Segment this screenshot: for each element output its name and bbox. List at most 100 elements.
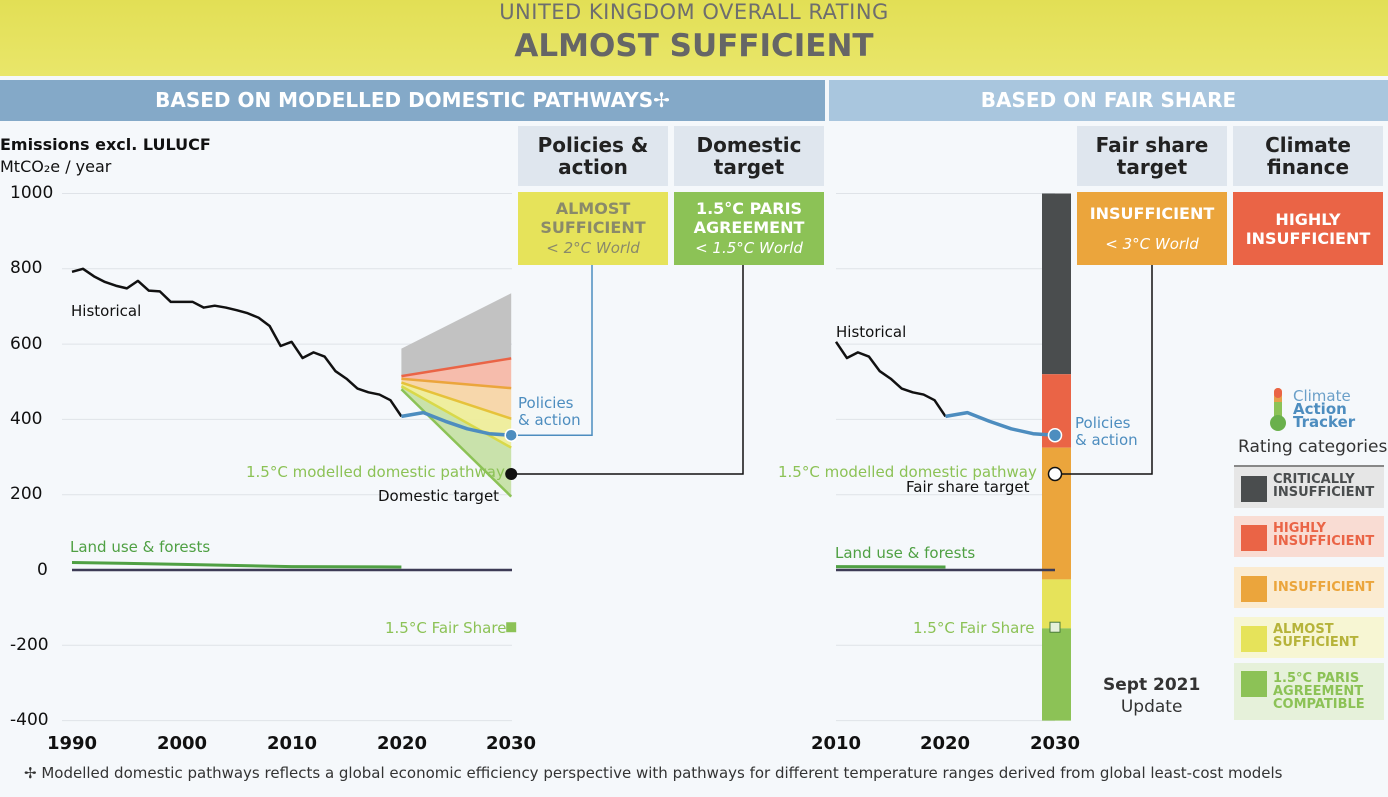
legend-line: 1.5°C PARIS [1273,671,1360,686]
label-historical-right: Historical [836,323,907,341]
y-tick-label: 800 [10,258,43,278]
overall-rating-banner: UNITED KINGDOM OVERALL RATING ALMOST SUF… [0,0,1388,76]
fair-share-point [1049,621,1061,633]
label-domestic-target: Domestic target [378,487,500,505]
legend-item-insufficient: INSUFFICIENT [1234,567,1384,608]
range-boundary [401,381,512,420]
column-header-line: Policies & [537,133,649,157]
rating-text: INSUFFICIENT [1089,203,1215,223]
legend-swatch [1241,576,1267,602]
range-boundary [400,385,512,449]
legend-label: HIGHLY INSUFFICIENT [1273,522,1374,548]
x-tick-label: 2020 [919,733,971,754]
label-line: Policies [518,394,574,412]
legend-item-critically: CRITICALLY INSUFFICIENT [1234,465,1384,508]
policies-line [401,410,512,437]
rating-box-fairshare: INSUFFICIENT < 3°C World [1077,192,1227,265]
section-fair-share: BASED ON FAIR SHARE [829,80,1388,121]
y-tick-label: 200 [10,484,43,504]
legend-line: ALMOST [1273,622,1334,637]
label-policies-left: Policies & action [518,395,581,429]
y-tick-label: 600 [10,334,43,354]
rating-world: < 3°C World [1105,234,1199,253]
rating-world: < 2°C World [546,239,640,257]
legend-line: INSUFFICIENT [1273,485,1375,500]
column-header-line: finance [1266,155,1350,179]
label-fair-share-target: Fair share target [906,478,1030,496]
footnote: ✢ Modelled domestic pathways reflects a … [24,764,1283,782]
logo-text: Action [1293,400,1347,418]
rating-text: SUFFICIENT [540,218,646,237]
fair-share-point [506,622,517,633]
rating-box-finance: HIGHLY INSUFFICIENT [1233,192,1383,265]
column-header-line: Domestic [696,133,802,157]
policies-point [504,428,518,442]
column-header-domestic: Domestic target [674,126,824,186]
x-tick-label: 2020 [376,733,428,754]
update-date: Sept 2021 Update [1103,674,1200,718]
column-header-finance: Climate finance [1233,126,1383,186]
legend-swatch [1241,671,1267,697]
rating-box-policies: ALMOST SUFFICIENT < 2°C World [518,192,668,265]
x-tick-label: 2010 [810,733,862,754]
y-tick-label: 400 [10,409,43,429]
connector-domestic [511,265,744,475]
section-domestic-pathways: BASED ON MODELLED DOMESTIC PATHWAYS✢ [0,80,825,121]
legend-line: INSUFFICIENT [1273,534,1375,549]
column-header-policies: Policies & action [518,126,668,186]
domestic-target-point [505,467,518,480]
fair-share-target-point [1047,466,1063,482]
rating-world: < 1.5°C World [695,239,803,257]
y-tick-label: 0 [37,560,48,580]
column-header-line: Fair share [1095,133,1209,157]
land-use-line [71,560,402,569]
thermometer-icon [1270,388,1286,431]
label-fair-share-left: 1.5°C Fair Share [385,619,507,637]
legend-line: COMPATIBLE [1273,697,1365,712]
label-land-use-right: Land use & forests [835,544,976,562]
column-header-line: Climate [1265,133,1351,157]
legend-title: Rating categories [1238,437,1388,457]
x-tick-label: 2000 [156,733,208,754]
x-tick-label: 2030 [1029,733,1081,754]
logo-text: Tracker [1293,413,1356,431]
x-tick-label: 1990 [46,733,98,754]
legend-line: AGREEMENT [1273,684,1364,699]
column-header-fairshare: Fair share target [1077,126,1227,186]
policies-line [945,410,1056,437]
legend-swatch [1241,525,1267,551]
column-header-line: target [713,155,785,179]
connector-fairshare [1055,265,1153,475]
update-line: Sept 2021 [1103,675,1201,695]
policies-point [1047,427,1063,443]
legend-label: INSUFFICIENT [1273,580,1375,595]
legend-label: CRITICALLY INSUFFICIENT [1273,473,1374,499]
legend-label: ALMOST SUFFICIENT [1273,623,1359,649]
y-axis-unit: MtCO₂e / year [0,157,112,176]
logo-text: Climate [1293,387,1351,405]
update-line: Update [1120,697,1183,717]
label-line: & action [1075,431,1138,449]
y-tick-label: -200 [10,635,49,655]
overall-rating-value: ALMOST SUFFICIENT [514,28,874,64]
rating-text: INSUFFICIENT [1245,228,1371,248]
legend-item-almost: ALMOST SUFFICIENT [1234,617,1384,658]
legend-line: HIGHLY [1273,521,1326,536]
connector-policies [511,265,593,436]
legend-item-paris: 1.5°C PARIS AGREEMENT COMPATIBLE [1234,663,1384,720]
column-header-line: action [558,155,628,179]
label-fair-share-right: 1.5°C Fair Share [913,619,1035,637]
range-boundary [400,388,513,498]
column-header-line: target [1116,155,1188,179]
x-tick-label: 2030 [485,733,537,754]
y-axis-title: Emissions excl. LULUCF [0,135,211,154]
label-historical-left: Historical [71,302,142,320]
x-tick-label: 2010 [266,733,318,754]
rating-text: 1.5°C PARIS [695,199,803,218]
label-land-use-left: Land use & forests [70,538,211,556]
range-boundary [401,357,512,378]
rating-text: HIGHLY [1275,209,1341,229]
rating-box-domestic: 1.5°C PARIS AGREEMENT < 1.5°C World [674,192,824,265]
legend-item-highly: HIGHLY INSUFFICIENT [1234,516,1384,557]
